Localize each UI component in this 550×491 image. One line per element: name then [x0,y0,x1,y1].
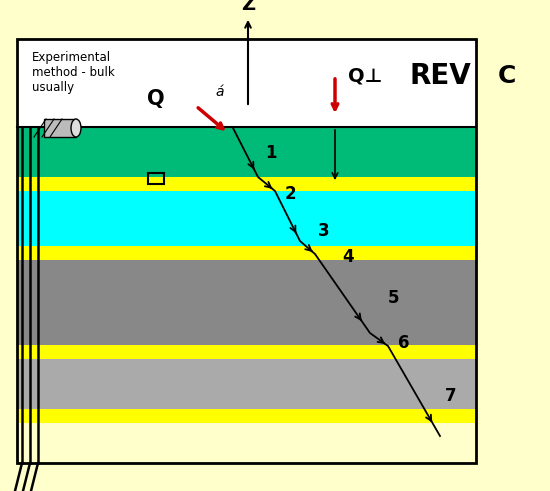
Text: Experimental
method - bulk
usually: Experimental method - bulk usually [32,51,115,94]
Text: 2: 2 [285,185,296,203]
Bar [17,409,476,423]
Bar [17,359,476,409]
Bar [148,173,164,184]
Ellipse shape [71,119,81,137]
Text: C: C [498,64,516,88]
Bar [17,260,476,345]
Text: 1: 1 [265,144,277,162]
Bar [17,39,476,463]
Text: 3: 3 [318,222,329,240]
Text: Q⊥: Q⊥ [348,66,382,85]
Bar [17,246,476,260]
Bar [17,345,476,359]
Text: REV: REV [409,62,471,90]
Polygon shape [44,119,76,137]
Text: 6: 6 [398,334,410,352]
Text: 5: 5 [388,289,399,307]
Text: Z: Z [241,0,255,14]
Bar [17,39,476,127]
Text: 7: 7 [445,387,456,405]
Text: á: á [215,85,223,99]
Bar [17,177,476,191]
Bar [17,191,476,246]
Text: Q: Q [147,89,165,109]
Text: 4: 4 [342,248,354,266]
Bar [17,127,476,177]
